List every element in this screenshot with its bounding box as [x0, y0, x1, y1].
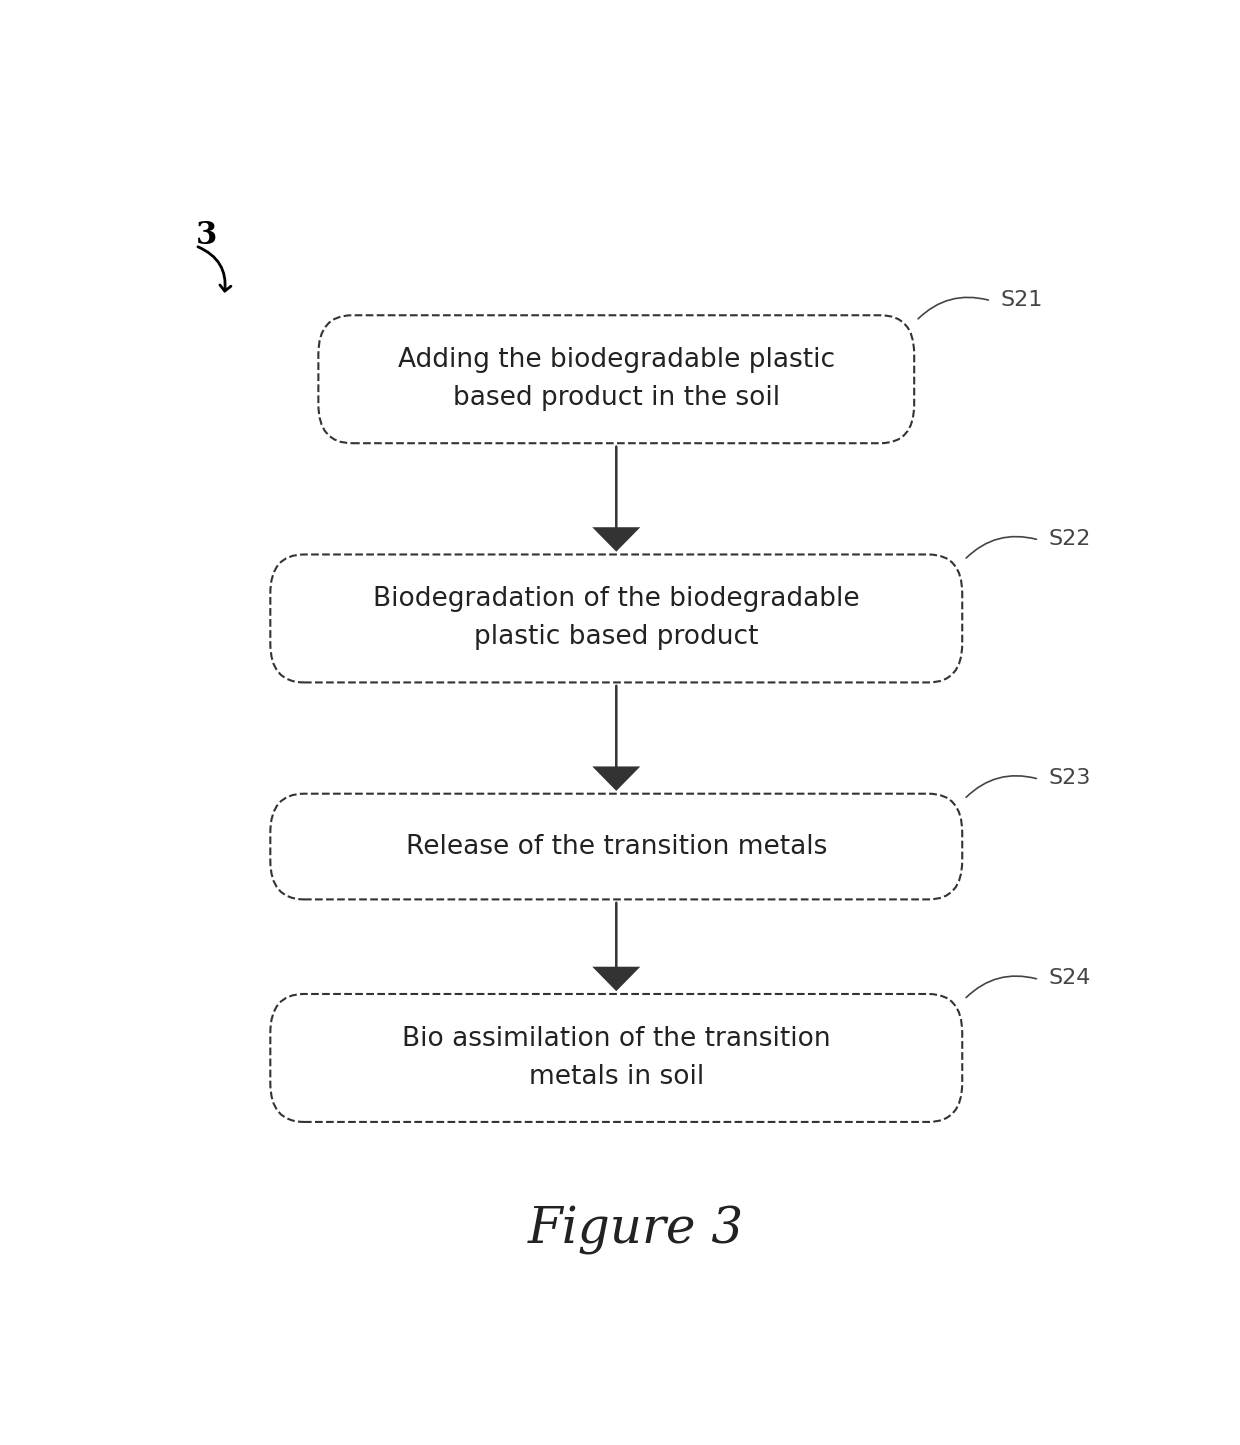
- FancyBboxPatch shape: [270, 793, 962, 899]
- Text: S22: S22: [1049, 529, 1091, 549]
- FancyBboxPatch shape: [319, 315, 914, 444]
- Text: Biodegradation of the biodegradable
plastic based product: Biodegradation of the biodegradable plas…: [373, 587, 859, 650]
- Text: Figure 3: Figure 3: [527, 1205, 744, 1256]
- Text: Bio assimilation of the transition
metals in soil: Bio assimilation of the transition metal…: [402, 1026, 831, 1090]
- Text: S21: S21: [1001, 289, 1043, 309]
- Text: 3: 3: [196, 220, 217, 251]
- Polygon shape: [593, 967, 640, 991]
- Text: Release of the transition metals: Release of the transition metals: [405, 834, 827, 860]
- FancyBboxPatch shape: [270, 555, 962, 682]
- Text: Adding the biodegradable plastic
based product in the soil: Adding the biodegradable plastic based p…: [398, 347, 835, 412]
- Text: S23: S23: [1049, 769, 1091, 788]
- Polygon shape: [593, 527, 640, 552]
- FancyBboxPatch shape: [270, 994, 962, 1121]
- Text: S24: S24: [1049, 968, 1091, 988]
- Polygon shape: [593, 766, 640, 790]
